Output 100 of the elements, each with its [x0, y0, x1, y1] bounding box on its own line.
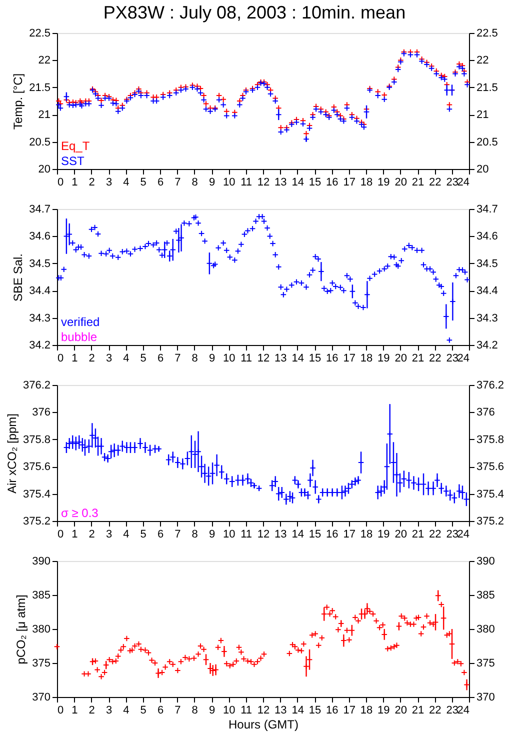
- x-tick-label: 20: [394, 704, 407, 716]
- x-tick-label: 11: [240, 528, 252, 540]
- x-tick-label: 24: [457, 176, 470, 188]
- y2-tick-label: 375.2: [476, 516, 504, 528]
- x-tick-label: 1: [72, 528, 78, 540]
- x-tick-label: 2: [88, 176, 95, 188]
- x-tick-label: 1: [72, 176, 78, 188]
- x-tick-label: 7: [174, 528, 181, 540]
- y-tick-label: 22.5: [29, 28, 50, 40]
- x-tick-label: 14: [292, 704, 304, 716]
- x-tick-label: 11: [240, 704, 252, 716]
- y2-tick-label: 34.7: [476, 204, 498, 216]
- x-tick-label: 13: [274, 352, 287, 364]
- x-tick-label: 12: [257, 176, 270, 188]
- y-tick-label: 22: [38, 54, 50, 67]
- x-tick-label: 9: [208, 704, 216, 716]
- x-tick-label: 22: [429, 528, 442, 540]
- x-tick-label: 4: [123, 352, 130, 364]
- y-tick-label: 376: [32, 406, 50, 419]
- x-tick-label: 7: [174, 176, 181, 188]
- x-tick-label: 3: [106, 528, 112, 540]
- x-tick-label: 19: [378, 176, 390, 188]
- x-tick-label: 16: [326, 704, 338, 716]
- x-tick-label: 0: [58, 176, 64, 188]
- x-tick-label: 0: [58, 352, 64, 364]
- y2-tick-label: 34.6: [476, 230, 498, 243]
- x-tick-label: 24: [457, 704, 470, 716]
- x-tick-label: 4: [123, 704, 130, 716]
- x-tick-label: 1: [72, 704, 78, 716]
- y-tick-label: 385: [32, 590, 50, 602]
- y2-tick-label: 375.8: [476, 434, 504, 446]
- text: verified: [61, 315, 100, 329]
- legend-label: bubble: [61, 330, 98, 344]
- x-tick-label: 20: [394, 176, 407, 188]
- x-tick-label: 0: [58, 704, 64, 716]
- x-tick-label: 18: [360, 704, 373, 716]
- y2-tick-label: 21.5: [476, 82, 498, 94]
- y2-tick-label: 375: [476, 658, 495, 670]
- x-tick-label: 14: [292, 528, 304, 540]
- x-tick-label: 13: [274, 176, 287, 188]
- x-tick-label: 18: [360, 528, 373, 540]
- y2-tick-label: 34.2: [476, 340, 498, 352]
- x-tick-label: 7: [174, 352, 181, 364]
- y-tick-label: 375.8: [22, 434, 50, 446]
- x-tick-label: 13: [274, 528, 287, 540]
- y2-tick-label: 375.6: [476, 461, 504, 474]
- x-tick-label: 18: [360, 352, 373, 364]
- y-tick-label: 380: [32, 624, 50, 636]
- x-tick-label: 5: [140, 352, 146, 364]
- x-tick-label: 20: [394, 352, 407, 364]
- x-tick-label: 9: [208, 176, 216, 188]
- y-axis-title: Air xCO₂ [ppm]: [4, 413, 19, 494]
- x-tick-label: 9: [208, 352, 216, 364]
- x-tick-label: 10: [223, 704, 236, 716]
- x-tick-label: 20: [394, 528, 407, 540]
- y-tick-label: 370: [32, 692, 50, 704]
- x-tick-label: 21: [412, 528, 424, 540]
- y-axis-title: Temp. [°C]: [11, 73, 26, 130]
- y2-tick-label: 376: [476, 406, 495, 419]
- y-tick-label: 390: [32, 556, 50, 568]
- x-tick-label: 10: [223, 528, 236, 540]
- x-tick-label: 4: [123, 528, 130, 540]
- text: SST: [61, 154, 86, 168]
- x-tick-label: 2: [88, 704, 95, 716]
- x-tick-label: 23: [446, 528, 458, 540]
- x-tick-label: 22: [429, 704, 442, 716]
- y-tick-label: 34.2: [29, 340, 50, 352]
- x-tick-label: 15: [308, 176, 322, 188]
- x-tick-label: 23: [446, 176, 458, 188]
- x-tick-label: 3: [106, 704, 112, 716]
- x-tick-label: 6: [157, 176, 164, 188]
- x-tick-label: 2: [88, 528, 95, 540]
- x-tick-label: 23: [446, 352, 458, 364]
- x-tick-label: 22: [429, 352, 442, 364]
- y-tick-label: 34.3: [29, 312, 50, 324]
- x-tick-label: 14: [292, 176, 304, 188]
- x-tick-label: 18: [360, 176, 373, 188]
- y2-tick-label: 376.2: [476, 380, 504, 392]
- x-tick-label: 12: [257, 352, 270, 364]
- x-tick-label: 24: [457, 352, 470, 364]
- text: Eq_T: [61, 139, 90, 153]
- x-tick-label: 8: [192, 528, 198, 540]
- x-tick-label: 5: [140, 528, 146, 540]
- y-tick-label: 34.6: [29, 230, 50, 243]
- x-tick-label: 9: [208, 528, 216, 540]
- y2-tick-label: 380: [476, 624, 495, 636]
- x-tick-label: 17: [343, 704, 356, 716]
- x-tick-label: 16: [326, 176, 338, 188]
- x-tick-label: 8: [192, 176, 198, 188]
- y2-tick-label: 22: [476, 54, 489, 67]
- x-tick-label: 23: [446, 704, 458, 716]
- y2-tick-label: 34.3: [476, 312, 498, 324]
- y-tick-label: 34.4: [29, 285, 50, 298]
- x-tick-label: 6: [157, 704, 164, 716]
- y-tick-label: 375.6: [22, 461, 50, 474]
- y2-tick-label: 390: [476, 556, 495, 568]
- x-tick-label: 19: [378, 352, 390, 364]
- y-tick-label: 376.2: [22, 380, 50, 392]
- y-tick-label: 21.5: [29, 82, 50, 94]
- y-tick-label: 34.7: [29, 204, 50, 216]
